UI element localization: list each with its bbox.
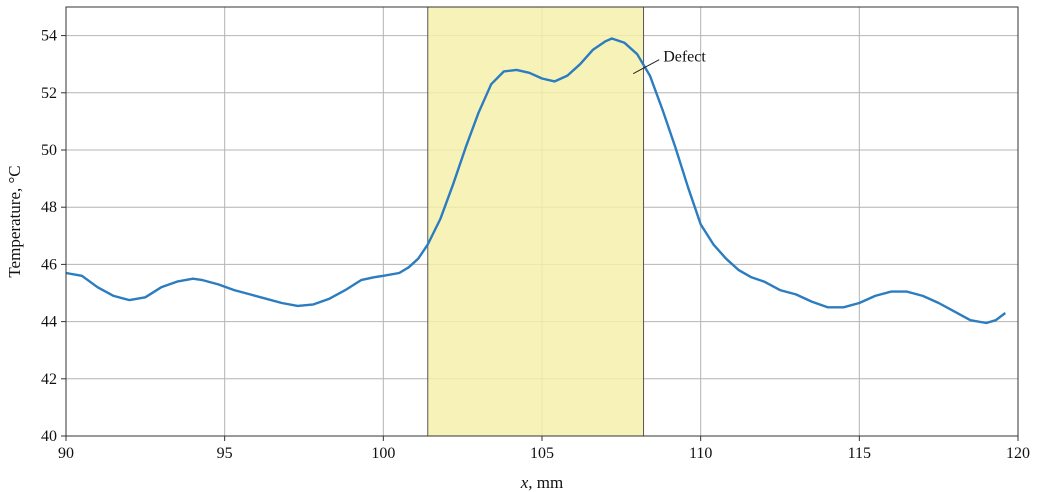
x-axis-ticks: 90 95 100 105 110 115 120: [58, 436, 1030, 462]
x-tick-label: 100: [371, 445, 395, 462]
series-layer: [65, 37, 1007, 325]
defect-region: [427, 6, 645, 437]
defect-leader-line: [632, 59, 660, 75]
x-tick-label: 110: [689, 445, 712, 462]
y-tick-label: 42: [41, 371, 57, 388]
x-tick-label: 120: [1006, 445, 1030, 462]
x-tick-label: 90: [58, 445, 74, 462]
x-tick-label: 115: [848, 445, 871, 462]
x-tick-label: 105: [530, 445, 554, 462]
y-tick-label: 50: [41, 142, 57, 159]
y-tick-label: 44: [41, 314, 57, 331]
x-axis-title: x, mm: [520, 473, 564, 492]
y-tick-label: 52: [41, 85, 57, 102]
y-tick-label: 46: [41, 256, 57, 273]
y-tick-label: 40: [41, 428, 57, 445]
x-axis-unit: , mm: [528, 473, 563, 492]
temperature-line: [65, 37, 1007, 325]
y-tick-label: 54: [41, 28, 57, 45]
y-axis-title: Temperature, °C: [5, 165, 24, 277]
x-axis-variable: x: [520, 473, 529, 492]
y-tick-label: 48: [41, 199, 57, 216]
y-axis-ticks: 40 42 44 46 48 50 52 54: [41, 28, 66, 445]
x-tick-label: 95: [217, 445, 233, 462]
defect-label: Defect: [663, 49, 706, 66]
